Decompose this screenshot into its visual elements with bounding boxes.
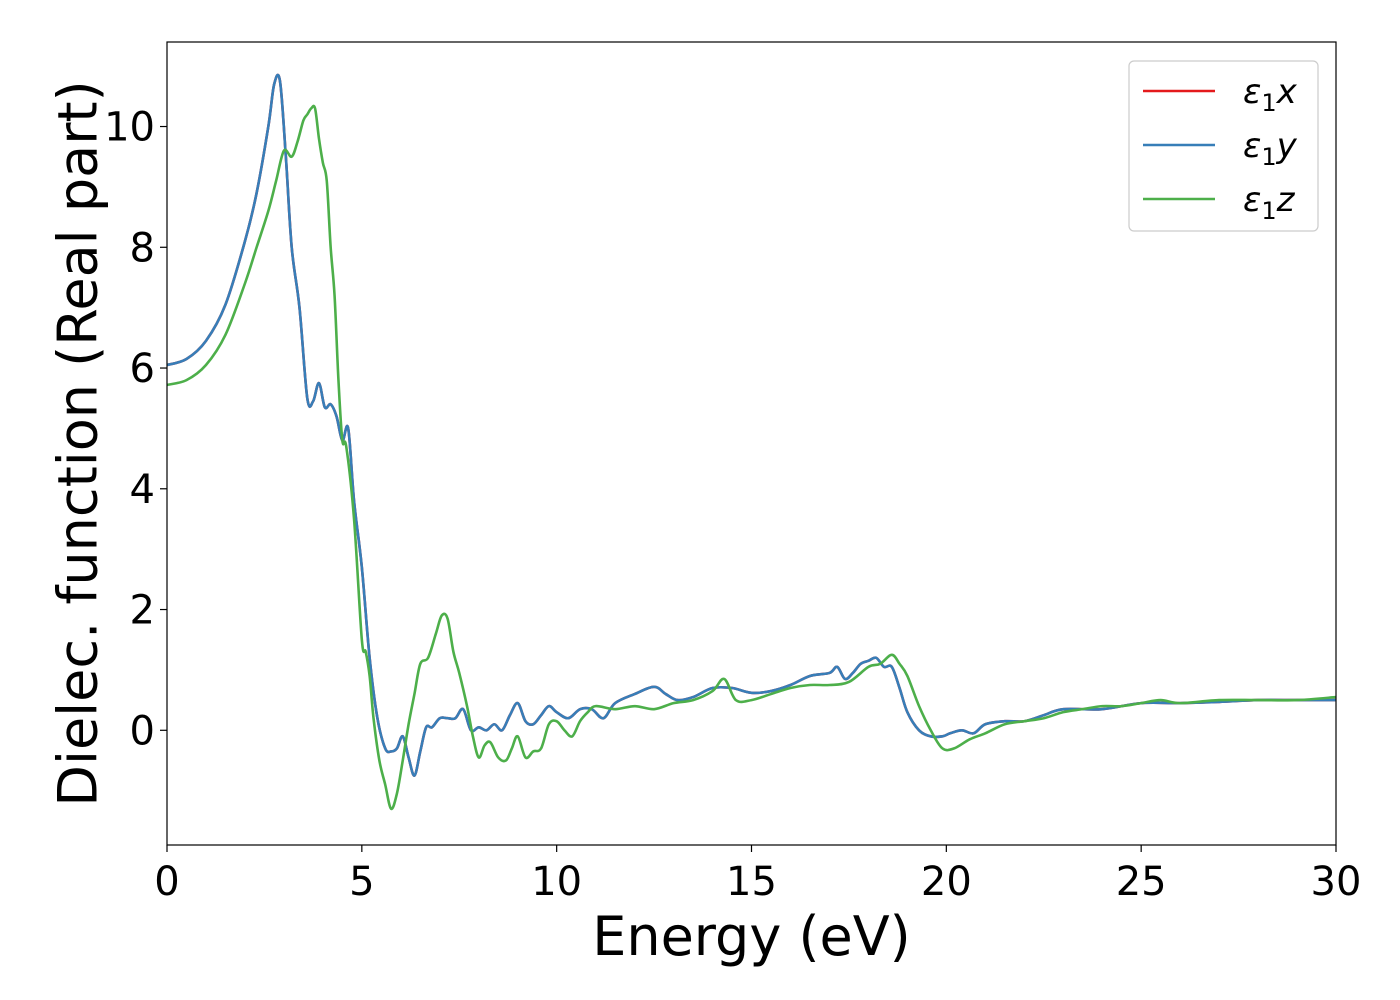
y-tick-label: 6 bbox=[130, 346, 155, 392]
legend-item-y: ε1y bbox=[1143, 126, 1298, 171]
series-line-z bbox=[167, 104, 1336, 811]
x-tick-label: 10 bbox=[531, 859, 582, 905]
plot-lines bbox=[167, 73, 1336, 811]
legend-item-x: ε1x bbox=[1143, 72, 1298, 117]
x-axis-ticks: 0 5 10 15 20 25 30 bbox=[154, 845, 1361, 905]
x-axis-title: Energy (eV) bbox=[592, 905, 911, 968]
x-tick-label: 20 bbox=[921, 859, 972, 905]
legend-label-x: ε1x bbox=[1243, 72, 1298, 117]
y-axis-title: Dielec. function (Real part) bbox=[47, 80, 110, 806]
legend: ε1x ε1y ε1z bbox=[1128, 60, 1319, 232]
y-axis-ticks: 0 2 4 6 8 10 bbox=[104, 105, 167, 754]
y-tick-label: 8 bbox=[130, 225, 155, 271]
y-tick-label: 2 bbox=[130, 588, 155, 634]
x-tick-label: 15 bbox=[726, 859, 777, 905]
y-tick-label: 10 bbox=[104, 105, 155, 151]
legend-label-y: ε1y bbox=[1243, 126, 1298, 171]
legend-box bbox=[1128, 60, 1319, 232]
x-tick-label: 30 bbox=[1311, 859, 1362, 905]
legend-label-z: ε1z bbox=[1243, 180, 1296, 225]
y-tick-label: 0 bbox=[130, 708, 155, 754]
x-tick-label: 5 bbox=[349, 859, 374, 905]
x-tick-label: 25 bbox=[1116, 859, 1167, 905]
x-tick-label: 0 bbox=[154, 859, 179, 905]
y-tick-label: 4 bbox=[130, 467, 155, 513]
legend-item-z: ε1z bbox=[1143, 180, 1296, 225]
